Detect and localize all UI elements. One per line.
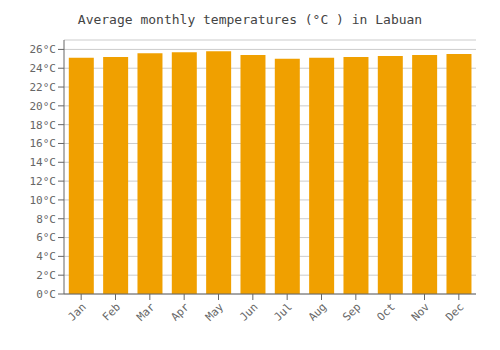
svg-text:May: May xyxy=(203,300,227,324)
svg-text:14°C: 14°C xyxy=(30,156,57,169)
svg-text:22°C: 22°C xyxy=(30,81,57,94)
svg-text:16°C: 16°C xyxy=(30,137,57,150)
svg-text:Nov: Nov xyxy=(409,300,433,324)
svg-text:2°C: 2°C xyxy=(36,269,56,282)
svg-text:Jun: Jun xyxy=(237,300,260,323)
svg-text:24°C: 24°C xyxy=(30,62,57,75)
svg-text:Sep: Sep xyxy=(340,300,363,323)
svg-text:Dec: Dec xyxy=(443,300,466,323)
svg-text:6°C: 6°C xyxy=(36,231,56,244)
html-text:Average monthly temperatures (: Average monthly temperatures (°C ) in La… xyxy=(77,12,423,27)
svg-text:Oct: Oct xyxy=(375,300,398,323)
svg-text:26°C: 26°C xyxy=(30,43,57,56)
svg-text:20°C: 20°C xyxy=(30,100,57,113)
svg-text:4°C: 4°C xyxy=(36,250,56,263)
svg-text:Feb: Feb xyxy=(100,300,123,323)
svg-text:Aug: Aug xyxy=(306,300,329,323)
svg-text:10°C: 10°C xyxy=(30,194,57,207)
svg-text:12°C: 12°C xyxy=(30,175,57,188)
svg-text:Mar: Mar xyxy=(134,300,158,324)
svg-text:Jul: Jul xyxy=(272,300,295,323)
svg-text:0°C: 0°C xyxy=(36,288,56,301)
svg-text:Apr: Apr xyxy=(169,300,193,324)
svg-text:8°C: 8°C xyxy=(36,213,56,226)
svg-text:Jan: Jan xyxy=(66,300,89,323)
svg-text:18°C: 18°C xyxy=(30,119,57,132)
